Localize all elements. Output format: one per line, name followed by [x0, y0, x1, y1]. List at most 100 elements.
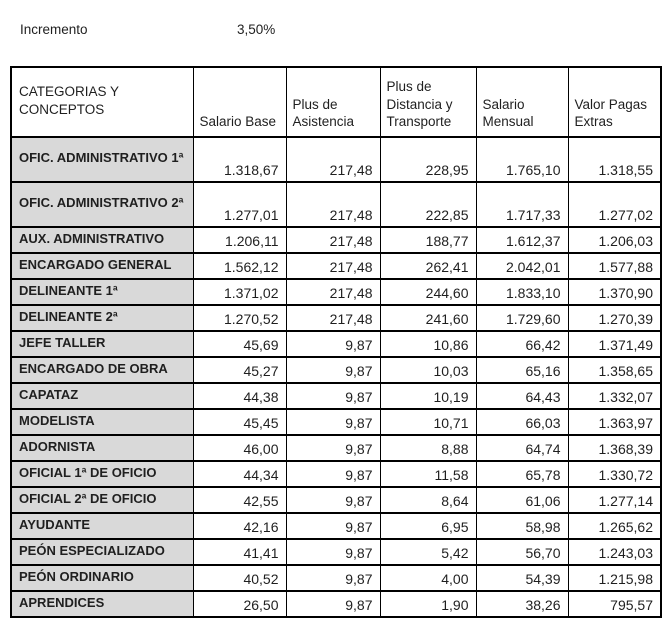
value-cell: 1.358,65	[567, 356, 662, 384]
value-cell: 4,00	[379, 564, 477, 592]
category-cell: ENCARGADO DE OBRA	[10, 356, 194, 384]
category-cell: ENCARGADO GENERAL	[10, 252, 194, 280]
value-cell: 5,42	[379, 538, 477, 566]
value-cell: 9,87	[285, 486, 381, 514]
value-cell: 2.042,01	[475, 252, 569, 280]
category-cell: AUX. ADMINISTRATIVO	[10, 226, 194, 254]
value-cell: 9,87	[285, 330, 381, 358]
value-cell: 9,87	[285, 434, 381, 462]
category-cell: PEÓN ESPECIALIZADO	[10, 538, 194, 566]
value-cell: 56,70	[475, 538, 569, 566]
value-cell: 1.270,52	[192, 304, 287, 332]
category-cell: AYUDANTE	[10, 512, 194, 540]
value-cell: 1.729,60	[475, 304, 569, 332]
value-cell: 1.577,88	[567, 252, 662, 280]
salary-table: CATEGORIAS Y CONCEPTOS Salario Base Plus…	[10, 66, 662, 618]
value-cell: 11,58	[379, 460, 477, 488]
value-cell: 8,88	[379, 434, 477, 462]
value-cell: 1.833,10	[475, 278, 569, 306]
header-valor-pagas-extras: Valor Pagas Extras	[567, 66, 662, 138]
value-cell: 64,74	[475, 434, 569, 462]
value-cell: 244,60	[379, 278, 477, 306]
value-cell: 1,90	[379, 590, 477, 618]
value-cell: 41,41	[192, 538, 287, 566]
value-cell: 9,87	[285, 564, 381, 592]
category-cell: ADORNISTA	[10, 434, 194, 462]
table-row: MODELISTA 45,45 9,87 10,71 66,03 1.363,9…	[10, 408, 662, 436]
table-row: ENCARGADO GENERAL 1.562,12 217,48 262,41…	[10, 252, 662, 280]
value-cell: 45,45	[192, 408, 287, 436]
value-cell: 58,98	[475, 512, 569, 540]
value-cell: 1.612,37	[475, 226, 569, 254]
value-cell: 1.765,10	[475, 136, 569, 183]
table-row: OFIC. ADMINISTRATIVO 2ª 1.277,01 217,48 …	[10, 181, 662, 228]
value-cell: 9,87	[285, 408, 381, 436]
category-cell: OFICIAL 2ª DE OFICIO	[10, 486, 194, 514]
table-row: PEÓN ESPECIALIZADO 41,41 9,87 5,42 56,70…	[10, 538, 662, 566]
value-cell: 9,87	[285, 356, 381, 384]
value-cell: 65,16	[475, 356, 569, 384]
table-row: ENCARGADO DE OBRA 45,27 9,87 10,03 65,16…	[10, 356, 662, 384]
category-cell: DELINEANTE 1ª	[10, 278, 194, 306]
table-row: OFIC. ADMINISTRATIVO 1ª 1.318,67 217,48 …	[10, 136, 662, 183]
value-cell: 1.371,02	[192, 278, 287, 306]
value-cell: 1.717,33	[475, 181, 569, 228]
value-cell: 42,16	[192, 512, 287, 540]
table-row: CAPATAZ 44,38 9,87 10,19 64,43 1.332,07	[10, 382, 662, 410]
value-cell: 26,50	[192, 590, 287, 618]
value-cell: 10,19	[379, 382, 477, 410]
value-cell: 9,87	[285, 460, 381, 488]
value-cell: 42,55	[192, 486, 287, 514]
value-cell: 222,85	[379, 181, 477, 228]
value-cell: 1.318,67	[192, 136, 287, 183]
value-cell: 1.270,39	[567, 304, 662, 332]
category-cell: OFIC. ADMINISTRATIVO 2ª	[10, 181, 194, 228]
value-cell: 9,87	[285, 512, 381, 540]
table-row: OFICIAL 2ª DE OFICIO 42,55 9,87 8,64 61,…	[10, 486, 662, 514]
value-cell: 1.332,07	[567, 382, 662, 410]
value-cell: 44,34	[192, 460, 287, 488]
value-cell: 40,52	[192, 564, 287, 592]
value-cell: 1.277,02	[567, 181, 662, 228]
value-cell: 61,06	[475, 486, 569, 514]
value-cell: 217,48	[285, 136, 381, 183]
category-cell: MODELISTA	[10, 408, 194, 436]
header-plus-distancia-transporte: Plus de Distancia y Transporte	[379, 66, 477, 138]
value-cell: 10,86	[379, 330, 477, 358]
table-row: DELINEANTE 2ª 1.270,52 217,48 241,60 1.7…	[10, 304, 662, 332]
value-cell: 9,87	[285, 538, 381, 566]
value-cell: 45,69	[192, 330, 287, 358]
value-cell: 1.330,72	[567, 460, 662, 488]
value-cell: 1.370,90	[567, 278, 662, 306]
category-cell: OFICIAL 1ª DE OFICIO	[10, 460, 194, 488]
value-cell: 1.206,03	[567, 226, 662, 254]
value-cell: 10,71	[379, 408, 477, 436]
value-cell: 1.368,39	[567, 434, 662, 462]
value-cell: 10,03	[379, 356, 477, 384]
category-cell: CAPATAZ	[10, 382, 194, 410]
value-cell: 1.277,01	[192, 181, 287, 228]
header-salario-base: Salario Base	[192, 66, 287, 138]
value-cell: 46,00	[192, 434, 287, 462]
table-row: ADORNISTA 46,00 9,87 8,88 64,74 1.368,39	[10, 434, 662, 462]
header-salario-mensual: Salario Mensual	[475, 66, 569, 138]
value-cell: 66,42	[475, 330, 569, 358]
header-categorias-conceptos: CATEGORIAS Y CONCEPTOS	[10, 66, 194, 138]
table-row: DELINEANTE 1ª 1.371,02 217,48 244,60 1.8…	[10, 278, 662, 306]
table-row: JEFE TALLER 45,69 9,87 10,86 66,42 1.371…	[10, 330, 662, 358]
category-cell: JEFE TALLER	[10, 330, 194, 358]
increment-label: Incremento	[20, 22, 88, 37]
table-row: AYUDANTE 42,16 9,87 6,95 58,98 1.265,62	[10, 512, 662, 540]
value-cell: 6,95	[379, 512, 477, 540]
value-cell: 188,77	[379, 226, 477, 254]
value-cell: 1.277,14	[567, 486, 662, 514]
value-cell: 64,43	[475, 382, 569, 410]
value-cell: 9,87	[285, 590, 381, 618]
value-cell: 45,27	[192, 356, 287, 384]
table-row: APRENDICES 26,50 9,87 1,90 38,26 795,57	[10, 590, 662, 618]
category-cell: APRENDICES	[10, 590, 194, 618]
value-cell: 217,48	[285, 181, 381, 228]
value-cell: 1.363,97	[567, 408, 662, 436]
value-cell: 1.562,12	[192, 252, 287, 280]
value-cell: 1.371,49	[567, 330, 662, 358]
